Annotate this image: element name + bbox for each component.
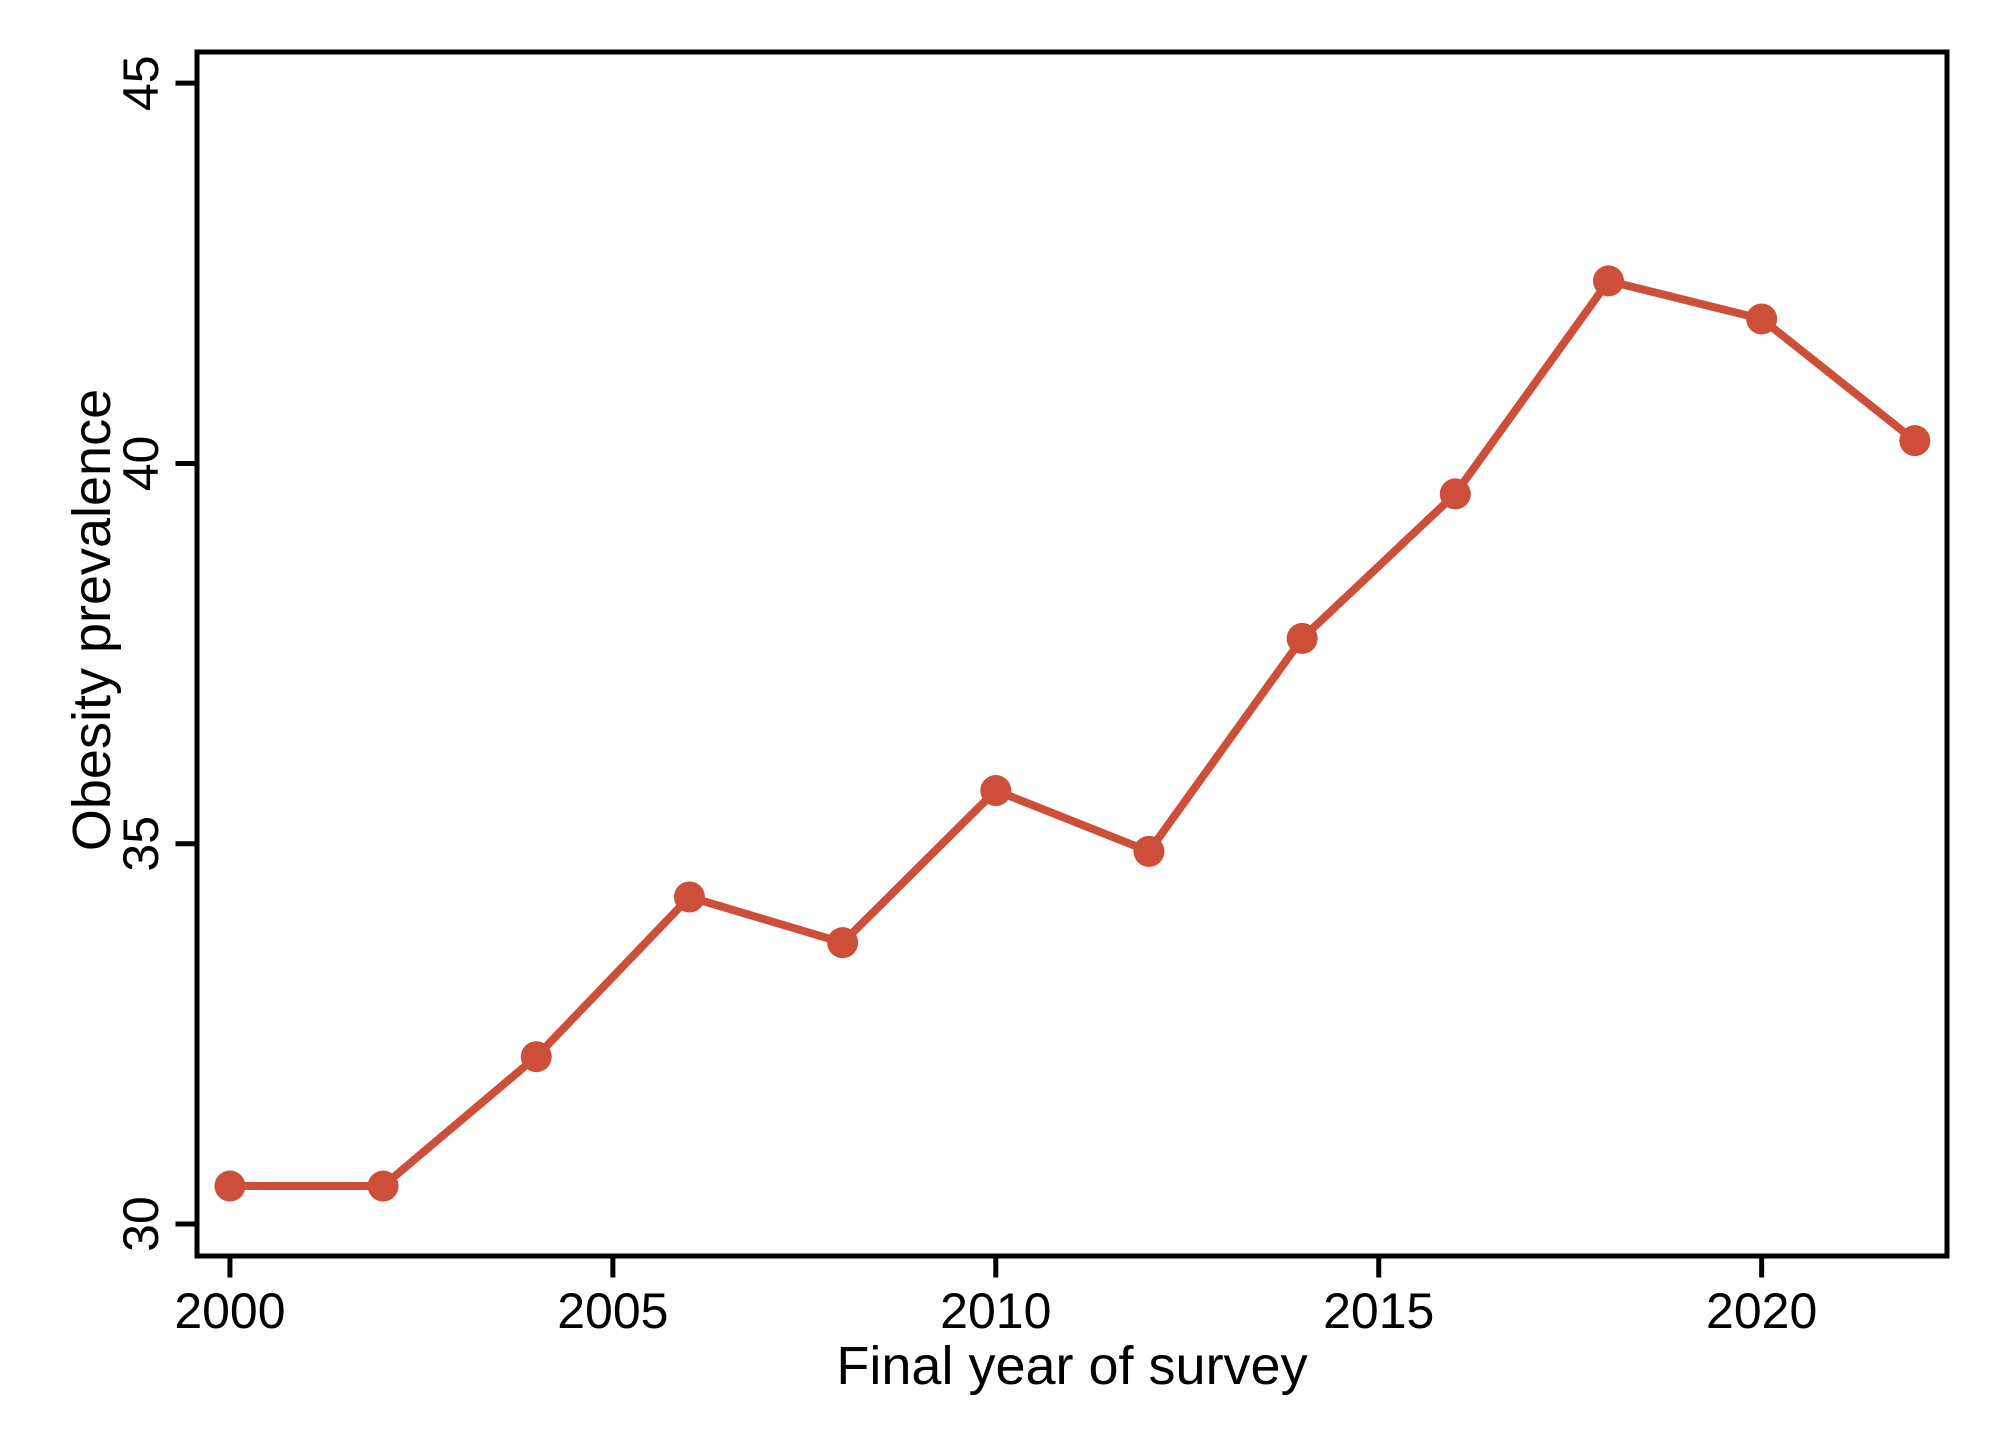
data-point — [1899, 425, 1931, 457]
y-tick-label: 30 — [113, 1196, 169, 1252]
data-point — [980, 775, 1012, 807]
x-tick-label: 2000 — [174, 1283, 285, 1339]
y-tick-label: 35 — [113, 816, 169, 872]
x-tick-label: 2020 — [1706, 1283, 1817, 1339]
plot-frame — [194, 49, 1950, 1259]
y-tick-label: 45 — [113, 55, 169, 111]
x-tick-label: 2005 — [557, 1283, 668, 1339]
x-axis-title: Final year of survey — [836, 1336, 1307, 1396]
x-tick-label: 2010 — [940, 1283, 1051, 1339]
data-point — [673, 881, 705, 913]
y-axis-title: Obesity prevalence — [62, 389, 122, 851]
y-tick-label: 40 — [113, 436, 169, 492]
x-tick-label: 2015 — [1323, 1283, 1434, 1339]
data-point — [1592, 265, 1624, 297]
plot-area: 2000 2005 2010 2015 2020 30 35 40 45 — [113, 49, 1950, 1339]
data-point — [520, 1041, 552, 1073]
data-point — [1286, 622, 1318, 654]
data-point — [367, 1170, 399, 1202]
data-point — [1746, 303, 1778, 335]
data-point — [214, 1170, 246, 1202]
data-point — [1133, 835, 1165, 867]
data-point — [1439, 478, 1471, 510]
series-line — [225, 276, 1919, 1191]
data-point — [827, 927, 859, 959]
